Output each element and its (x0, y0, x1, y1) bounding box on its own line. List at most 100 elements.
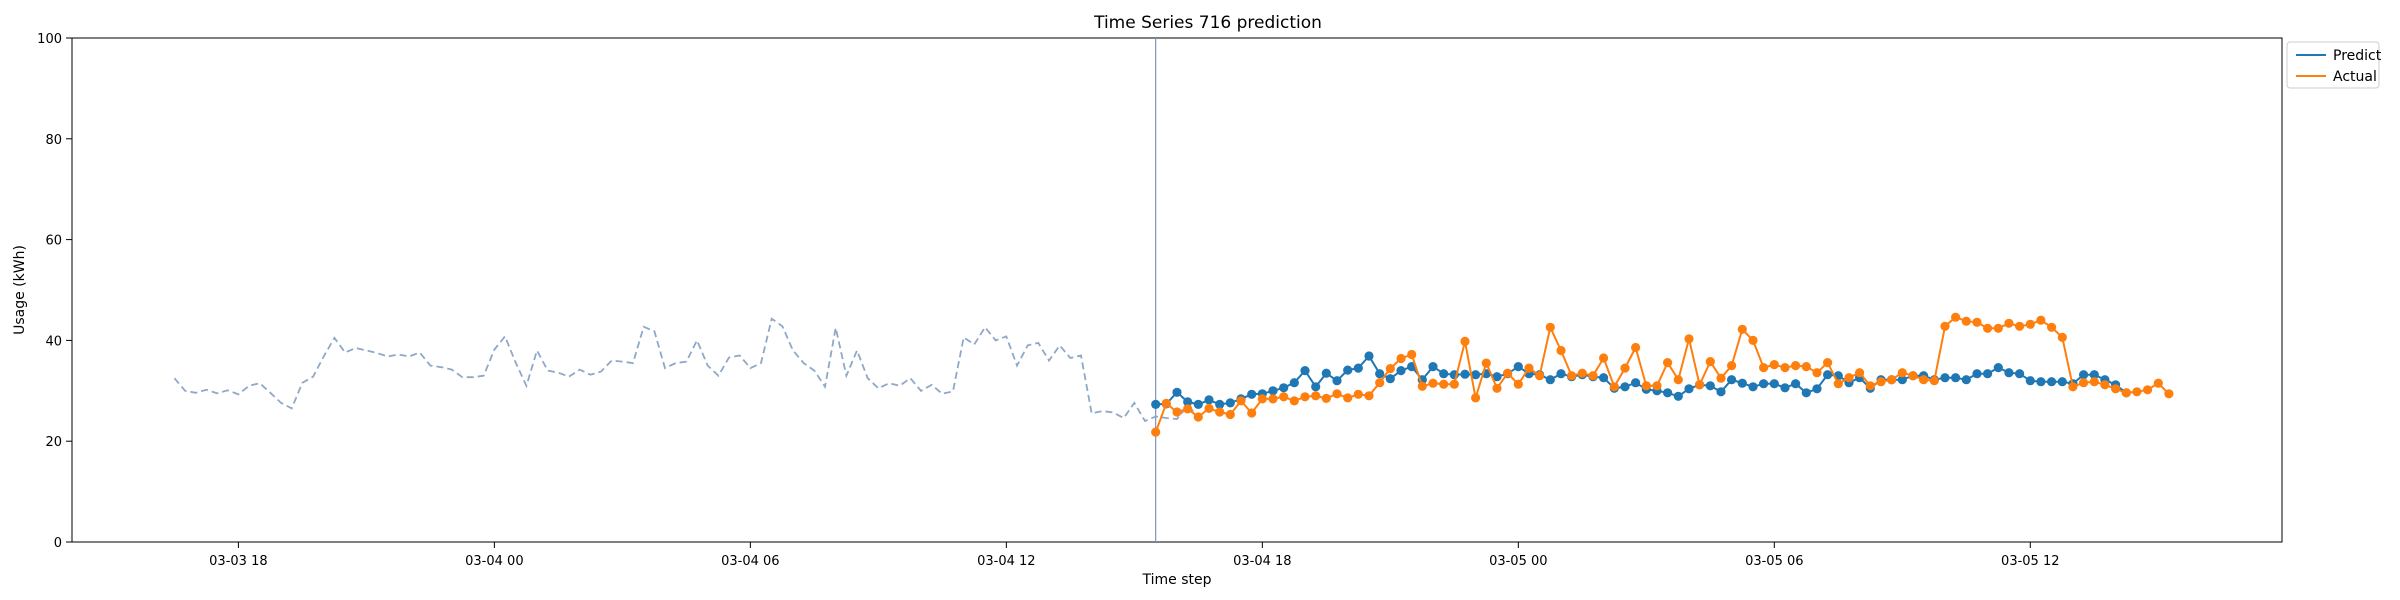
data-point-actual (1343, 393, 1353, 403)
data-point-predict (1300, 366, 1310, 376)
data-point-actual (1567, 371, 1577, 381)
data-point-actual (1716, 373, 1726, 383)
data-point-predict (1545, 375, 1555, 385)
data-point-predict (1279, 383, 1289, 393)
data-point-actual (1833, 379, 1843, 389)
data-point-predict (1332, 376, 1342, 386)
data-point-actual (1737, 324, 1747, 334)
data-point-actual (1929, 376, 1939, 386)
data-point-predict (1225, 398, 1235, 408)
data-point-actual (1545, 322, 1555, 332)
data-point-actual (2036, 315, 2046, 325)
data-point-actual (1823, 358, 1833, 368)
data-point-actual (2100, 380, 2110, 390)
data-point-actual (1524, 363, 1534, 373)
data-point-predict (1375, 369, 1385, 379)
data-point-actual (1439, 379, 1449, 389)
data-point-actual (1684, 334, 1694, 344)
data-point-actual (2068, 382, 2078, 392)
data-point-predict (1343, 365, 1353, 375)
data-point-actual (1385, 364, 1395, 374)
data-point-actual (1332, 389, 1342, 399)
data-point-actual (1801, 362, 1811, 372)
data-point-predict (2057, 377, 2067, 387)
data-point-actual (1300, 392, 1310, 402)
data-point-actual (1972, 317, 1982, 327)
data-point-predict (1289, 378, 1299, 388)
data-point-actual (2047, 322, 2057, 332)
data-point-predict (2004, 368, 2014, 378)
data-point-actual (1268, 394, 1278, 404)
history-line (173, 317, 1199, 423)
data-point-predict (1460, 369, 1470, 379)
data-point-actual (1353, 389, 1363, 399)
data-point-predict (1737, 378, 1747, 388)
data-point-actual (2111, 384, 2121, 394)
data-point-predict (1897, 375, 1907, 385)
data-point-predict (2025, 376, 2035, 386)
data-point-predict (1993, 363, 2003, 373)
data-point-predict (1812, 384, 1822, 394)
data-point-actual (2015, 321, 2025, 331)
data-point-actual (1428, 378, 1438, 388)
data-point-actual (1492, 383, 1502, 393)
data-point-predict (1215, 399, 1225, 409)
data-point-predict (1791, 379, 1801, 389)
data-point-actual (1556, 345, 1566, 356)
data-point-actual (1791, 361, 1801, 371)
data-point-actual (1844, 373, 1854, 383)
data-point-actual (1919, 375, 1929, 385)
legend-actual-label: Actual (2333, 69, 2377, 85)
data-point-actual (1748, 335, 1758, 345)
data-point-predict (1385, 374, 1395, 384)
data-point-predict (1492, 372, 1502, 382)
data-point-predict (1311, 382, 1321, 392)
data-point-actual (1961, 316, 1971, 326)
data-point-actual (2079, 378, 2089, 388)
data-point-actual (1577, 368, 1587, 378)
data-point-predict (1321, 368, 1331, 378)
data-point-actual (1908, 371, 1918, 381)
data-point-actual (1204, 403, 1214, 413)
data-point-predict (1759, 379, 1769, 389)
data-point-predict (1556, 369, 1566, 379)
data-point-actual (1812, 368, 1822, 378)
data-point-actual (1727, 361, 1737, 371)
data-point-predict (2079, 370, 2089, 380)
data-point-predict (1364, 351, 1374, 361)
data-point-predict (1673, 391, 1683, 401)
data-point-predict (1428, 362, 1438, 372)
x-tick-label: 03-04 18 (1233, 554, 1291, 569)
data-point-actual (2121, 388, 2131, 398)
data-point-actual (1897, 368, 1907, 378)
data-point-actual (1705, 357, 1715, 367)
data-point-actual (1759, 363, 1769, 373)
x-tick-label: 03-04 00 (465, 554, 523, 569)
x-axis: 03-03 18 03-04 00 03-04 06 03-04 12 03-04 18… (209, 542, 2060, 569)
data-point-predict (1204, 395, 1214, 405)
y-tick-label: 100 (37, 32, 62, 47)
data-point-actual (1311, 391, 1321, 401)
y-tick-label: 40 (45, 334, 62, 349)
data-point-actual (1471, 393, 1481, 403)
data-point-predict (1151, 399, 1161, 409)
x-tick-label: 03-05 00 (1489, 554, 1547, 569)
series-actual (1151, 312, 2174, 437)
y-axis: 0 20 40 60 80 100 (37, 32, 72, 551)
data-point-actual (1993, 323, 2003, 333)
data-point-predict (1439, 369, 1449, 379)
data-point-actual (1855, 368, 1865, 378)
data-point-actual (1780, 363, 1790, 373)
data-point-predict (2047, 377, 2057, 387)
data-point-actual (1172, 407, 1182, 417)
data-point-actual (1481, 358, 1491, 368)
data-point-actual (1215, 407, 1225, 417)
x-tick-label: 03-04 06 (721, 554, 779, 569)
data-point-actual (1225, 409, 1235, 420)
chart-title: Time Series 716 prediction (1093, 13, 1322, 33)
data-point-actual (1983, 323, 1993, 333)
data-point-actual (1951, 312, 1961, 322)
data-point-predict (1748, 382, 1758, 392)
